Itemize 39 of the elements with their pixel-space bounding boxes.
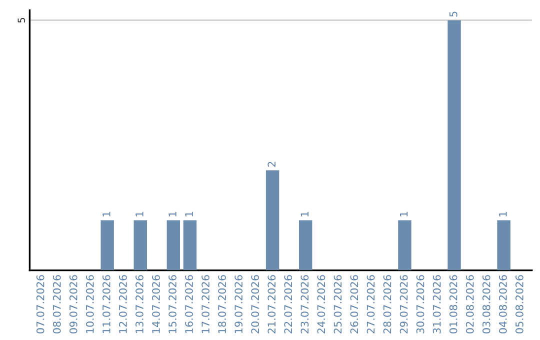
data-label: 1 xyxy=(185,212,193,216)
x-tick-label: 30.07.2026 xyxy=(416,275,424,334)
x-tick-label: 28.07.2026 xyxy=(383,275,392,334)
data-label: 1 xyxy=(499,212,507,216)
x-tick-label: 11.07.2026 xyxy=(102,275,110,333)
data-label: 1 xyxy=(102,212,110,216)
x-tick-label: 03.08.2026 xyxy=(482,275,490,334)
x-tick-label: 04.08.2026 xyxy=(498,275,507,334)
x-tick-label: 02.08.2026 xyxy=(466,275,474,334)
x-tick-label: 25.07.2026 xyxy=(334,275,342,334)
x-tick-label: 13.07.2026 xyxy=(136,275,144,333)
x-tick-label: 26.07.2026 xyxy=(350,275,358,334)
x-tick-label: 15.07.2026 xyxy=(168,275,176,333)
x-tick-label: 09.07.2026 xyxy=(69,275,78,334)
data-label: 1 xyxy=(400,212,408,216)
x-tick-label: 08.07.2026 xyxy=(52,275,61,334)
data-label: 5 xyxy=(450,12,458,17)
x-tick-label: 29.07.2026 xyxy=(400,275,408,334)
x-tick-label: 19.07.2026 xyxy=(234,275,243,333)
x-tick-label: 16.07.2026 xyxy=(185,275,193,333)
x-tick-label: 01.08.2026 xyxy=(449,275,458,334)
x-tick-label: 10.07.2026 xyxy=(86,275,94,333)
x-tick-label: 05.08.2026 xyxy=(515,275,524,334)
x-tick-label: 12.07.2026 xyxy=(119,275,127,333)
data-label: 1 xyxy=(136,212,144,216)
x-tick-label: 31.07.2026 xyxy=(432,275,441,334)
x-tick-label: 18.07.2026 xyxy=(218,275,226,333)
x-tick-label: 21.07.2026 xyxy=(268,275,276,334)
x-tick-label: 27.07.2026 xyxy=(366,275,375,334)
data-label: 2 xyxy=(268,162,276,167)
x-tick-label: 17.07.2026 xyxy=(202,275,210,333)
data-label: 1 xyxy=(300,212,308,216)
x-tick-label: 14.07.2026 xyxy=(152,275,160,333)
x-tick-label: 24.07.2026 xyxy=(317,275,326,334)
x-tick-label: 20.07.2026 xyxy=(251,275,260,334)
x-tick-label: 22.07.2026 xyxy=(284,275,292,334)
x-tick-label: 23.07.2026 xyxy=(300,275,309,334)
x-tick-label: 07.07.2026 xyxy=(36,275,44,334)
data-label: 1 xyxy=(168,212,176,216)
